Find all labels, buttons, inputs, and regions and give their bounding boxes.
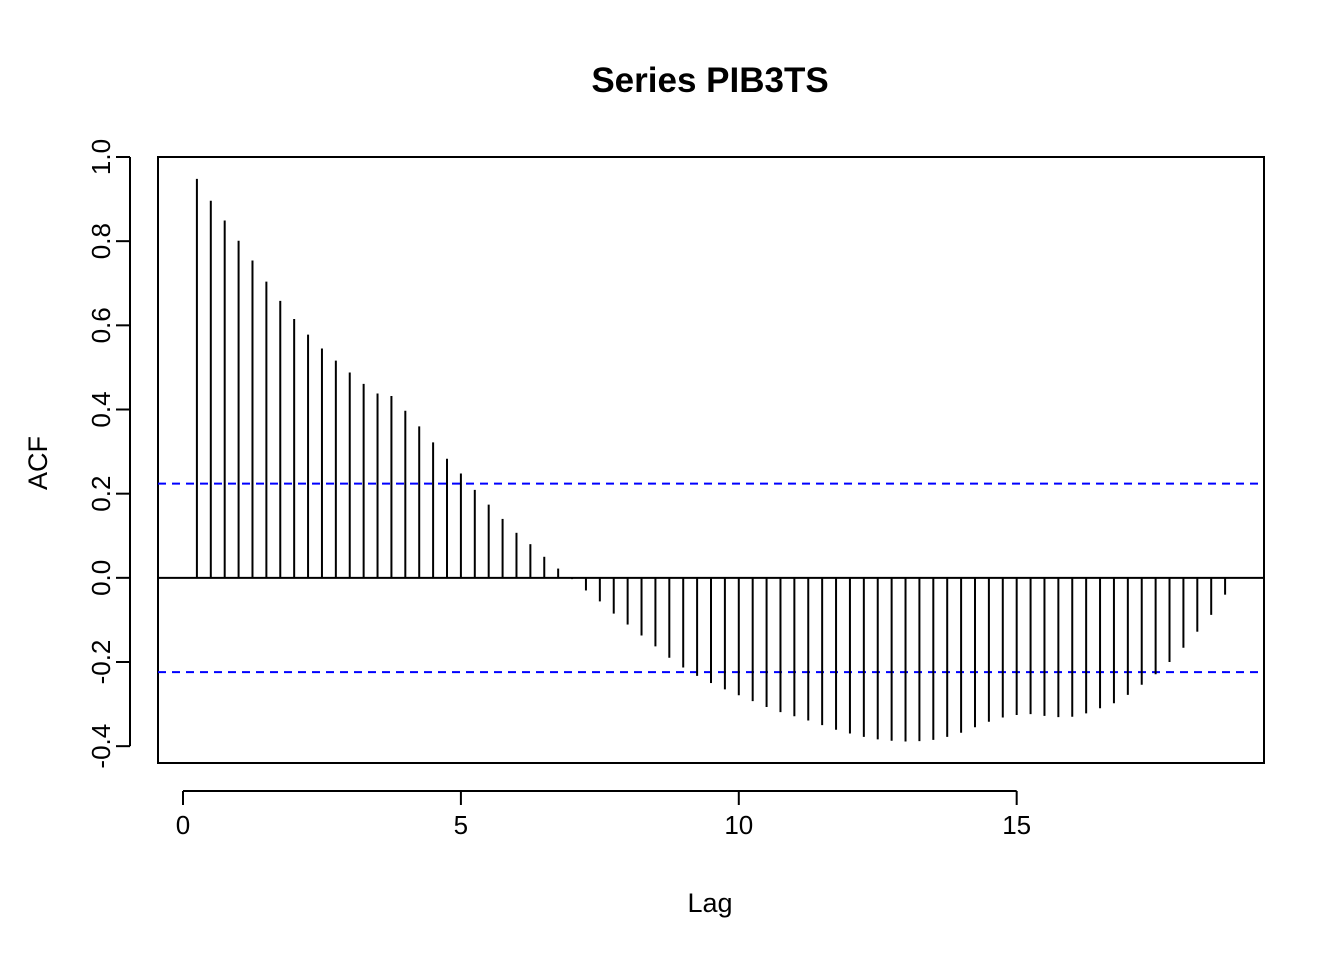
y-axis-label: ACF [23, 436, 53, 490]
chart-title: Series PIB3TS [591, 61, 828, 100]
x-tick-label: 5 [454, 810, 468, 840]
acf-bars [195, 178, 1227, 742]
y-tick-label: -0.2 [86, 640, 116, 685]
y-tick-label: 1.0 [86, 139, 116, 175]
x-tick-label: 15 [1002, 810, 1031, 840]
y-tick-label: 0.8 [86, 223, 116, 259]
y-tick-label: 0.0 [86, 560, 116, 596]
x-axis: 0 5 10 15 [176, 790, 1031, 840]
y-tick-label: 0.6 [86, 307, 116, 343]
y-axis: -0.4 -0.2 0.0 0.2 0.4 0.6 0.8 1.0 [86, 139, 131, 769]
x-tick-label: 10 [724, 810, 753, 840]
plot-frame [157, 156, 1265, 764]
x-tick-label: 0 [176, 810, 190, 840]
y-tick-label: -0.4 [86, 724, 116, 769]
y-tick-label: 0.4 [86, 391, 116, 427]
x-axis-label: Lag [687, 888, 732, 918]
y-tick-label: 0.2 [86, 476, 116, 512]
